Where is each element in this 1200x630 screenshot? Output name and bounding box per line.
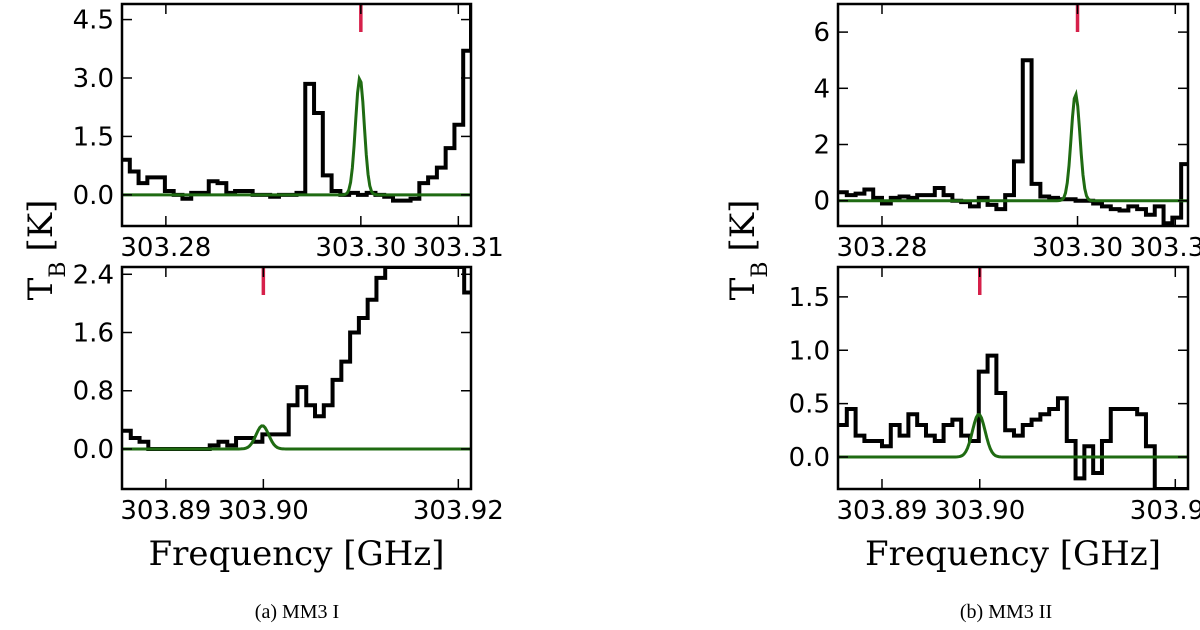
y-tick-label: 0.0 — [789, 443, 830, 473]
plot-area — [122, 267, 471, 451]
y-tick-label: 4.5 — [73, 6, 114, 36]
x-tick-label: 303.92 — [1130, 496, 1200, 526]
y-tick-label: 1.6 — [73, 319, 114, 349]
y-tick-label: 1.5 — [789, 283, 830, 313]
axes-frame — [836, 2, 1190, 228]
y-tick-label: 1.5 — [73, 122, 114, 152]
observed-spectrum-line — [122, 267, 471, 451]
model-fit-line — [838, 413, 1188, 459]
x-tick-label: 303.89 — [120, 496, 211, 526]
y-axis-label-left: TB[K] — [21, 200, 71, 301]
observed-spectrum-line — [838, 353, 1188, 489]
panel-a_bottom: 303.89 303.90 303.92 0.0 0.8 1.6 2.4 Frequency … — [73, 260, 504, 574]
y-tick-label: 2 — [813, 131, 830, 161]
model-fit-line — [122, 424, 471, 451]
x-tick-label: 303.28 — [120, 233, 211, 263]
y-tick-label: 6 — [813, 18, 830, 48]
x-tick-label: 303.89 — [837, 496, 928, 526]
y-tick-label: 4 — [813, 74, 830, 104]
caption-right: (b) MM3 II — [960, 601, 1052, 623]
plot-area — [838, 353, 1188, 489]
axes-frame — [120, 2, 473, 228]
y-tick-label: 3.0 — [73, 64, 114, 94]
y-axis-label-right: TB[K] — [723, 200, 773, 301]
panel-a_top: 303.28 303.30 303.31 0.0 1.5 3.0 4.5 — [73, 2, 504, 263]
x-tick-label: 303.90 — [218, 496, 309, 526]
y-tick-label: 0 — [813, 187, 830, 217]
plot-area — [122, 4, 471, 203]
x-tick-label: 303.92 — [413, 496, 504, 526]
model-fit-line — [838, 88, 1188, 203]
x-axis-label: Frequency [GHz] — [149, 534, 445, 574]
observed-spectrum-line — [838, 58, 1188, 226]
y-tick-label: 1.0 — [789, 336, 830, 366]
axes-frame — [836, 265, 1190, 491]
y-tick-label: 0.5 — [789, 390, 830, 420]
plot-area — [838, 58, 1188, 226]
model-fit-line — [122, 73, 471, 197]
y-tick-label: 2.4 — [73, 260, 114, 290]
axes-frame — [120, 265, 473, 491]
x-axis-label: Frequency [GHz] — [865, 534, 1161, 574]
observed-spectrum-line — [122, 4, 471, 203]
x-tick-label: 303.90 — [934, 496, 1025, 526]
x-tick-label: 303.28 — [837, 233, 928, 263]
x-tick-label: 303.30 — [1032, 233, 1123, 263]
x-tick-label: 303.31 — [413, 233, 504, 263]
y-tick-label: 0.8 — [73, 377, 114, 407]
y-tick-label: 0.0 — [73, 181, 114, 211]
y-tick-label: 0.0 — [73, 435, 114, 465]
caption-left: (a) MM3 I — [255, 601, 339, 623]
x-tick-label: 303.31 — [1130, 233, 1200, 263]
x-tick-label: 303.30 — [315, 233, 406, 263]
